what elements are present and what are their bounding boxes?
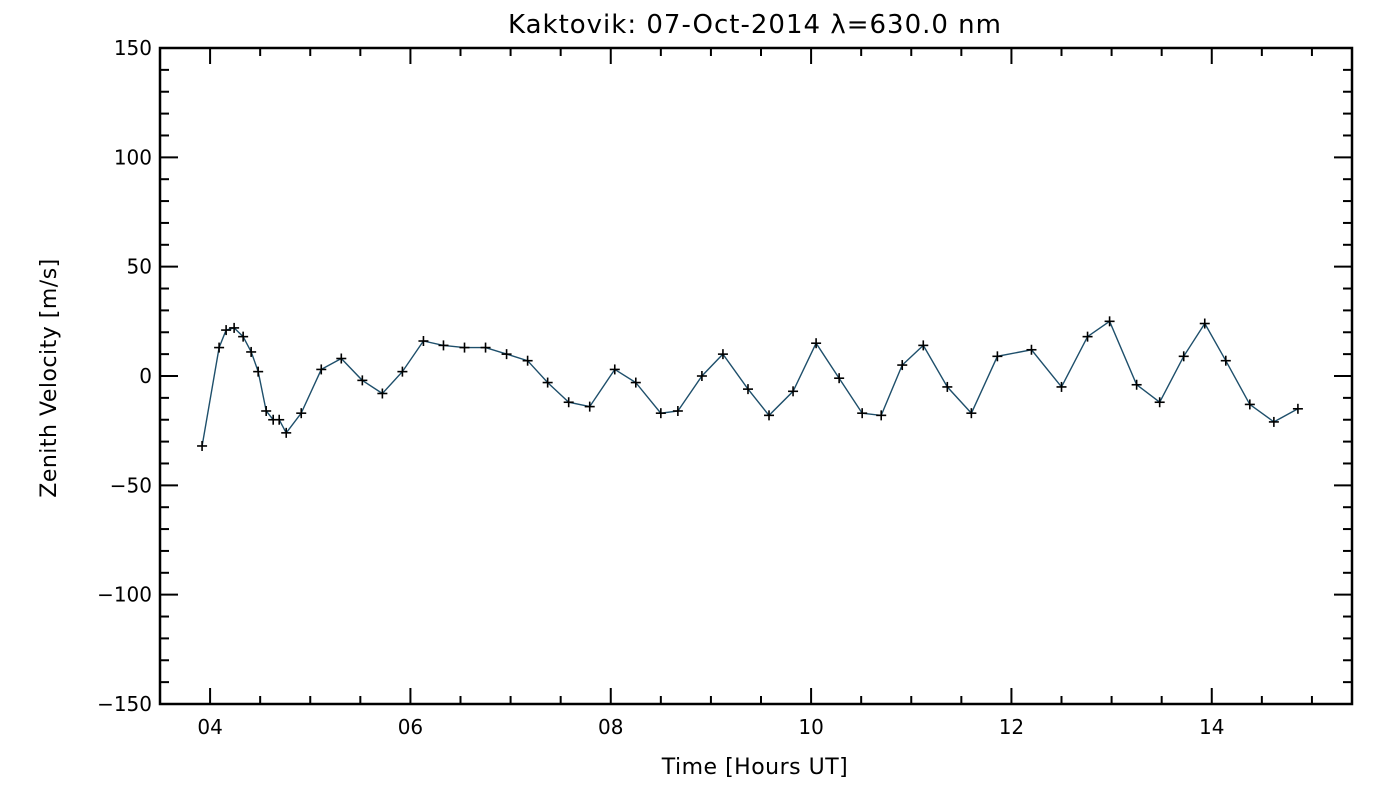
data-point-marker: [316, 364, 327, 375]
data-point-marker: [253, 366, 264, 377]
data-point-marker: [1244, 399, 1255, 410]
data-point-marker: [197, 440, 208, 451]
data-point-marker: [221, 325, 232, 336]
y-tick-label: 0: [139, 364, 152, 388]
data-point-marker: [438, 340, 449, 351]
data-point-marker: [1220, 355, 1231, 366]
data-point-marker: [1082, 331, 1093, 342]
data-point-marker: [296, 408, 307, 419]
data-point-marker: [1056, 381, 1067, 392]
data-point-marker: [261, 405, 272, 416]
data-point-marker: [1154, 397, 1165, 408]
data-point-marker: [377, 388, 388, 399]
y-tick-label: −150: [97, 692, 152, 716]
data-point-marker: [563, 397, 574, 408]
data-point-marker: [1026, 344, 1037, 355]
y-tick-label: 150: [114, 36, 152, 60]
plot-frame: [158, 46, 1354, 706]
data-point-marker: [630, 377, 641, 388]
y-tick-label: 100: [114, 145, 152, 169]
data-point-marker: [281, 427, 292, 438]
data-series: [197, 316, 1303, 451]
data-point-marker: [1131, 379, 1142, 390]
data-point-marker: [459, 342, 470, 353]
data-point-marker: [966, 408, 977, 419]
data-point-marker: [238, 331, 249, 342]
data-point-marker: [609, 364, 620, 375]
data-point-marker: [857, 408, 868, 419]
series-line: [201, 320, 1299, 447]
data-point-marker: [672, 405, 683, 416]
y-tick-label: −100: [97, 583, 152, 607]
data-point-marker: [788, 386, 799, 397]
data-point-marker: [811, 338, 822, 349]
data-point-marker: [876, 410, 887, 421]
data-point-marker: [229, 322, 240, 333]
data-point-marker: [522, 355, 533, 366]
data-point-marker: [418, 336, 429, 347]
x-tick-label: 12: [999, 715, 1024, 739]
data-point-marker: [834, 373, 845, 384]
x-tick-label: 10: [798, 715, 823, 739]
data-point-marker: [918, 340, 929, 351]
y-tick-label: 50: [127, 255, 152, 279]
data-point-marker: [214, 342, 225, 353]
data-point-marker: [1178, 351, 1189, 362]
data-point-marker: [1199, 318, 1210, 329]
data-point-marker: [336, 353, 347, 364]
data-point-marker: [274, 414, 285, 425]
data-point-marker: [480, 342, 491, 353]
data-point-marker: [655, 408, 666, 419]
data-point-marker: [696, 371, 707, 381]
y-tick-label: −50: [110, 473, 152, 497]
data-point-marker: [397, 366, 408, 377]
data-point-marker: [717, 349, 728, 360]
data-point-marker: [1292, 403, 1303, 414]
data-point-marker: [246, 346, 257, 357]
x-tick-label: 04: [197, 715, 222, 739]
data-point-marker: [357, 375, 368, 386]
data-point-marker: [1104, 316, 1115, 327]
y-axis-label: Zenith Velocity [m/s]: [37, 258, 62, 498]
axis-tick-labels: 04 06 08 10 12 14 −150 −100 −50 0 50 100 150: [97, 36, 1224, 739]
x-axis-label: Time [Hours UT]: [661, 755, 849, 780]
chart-title: Kaktovik: 07-Oct-2014 λ=630.0 nm: [508, 10, 1002, 40]
data-point-marker: [1268, 416, 1279, 427]
data-point-marker: [742, 384, 753, 395]
x-tick-label: 14: [1199, 715, 1224, 739]
data-point-marker: [764, 410, 775, 421]
data-point-marker: [501, 349, 512, 360]
data-point-marker: [542, 377, 553, 388]
data-point-marker: [897, 360, 908, 371]
data-point-marker: [584, 401, 595, 412]
x-tick-label: 06: [398, 715, 423, 739]
data-point-marker: [992, 351, 1003, 362]
x-tick-label: 08: [598, 715, 623, 739]
data-point-marker: [942, 381, 953, 392]
